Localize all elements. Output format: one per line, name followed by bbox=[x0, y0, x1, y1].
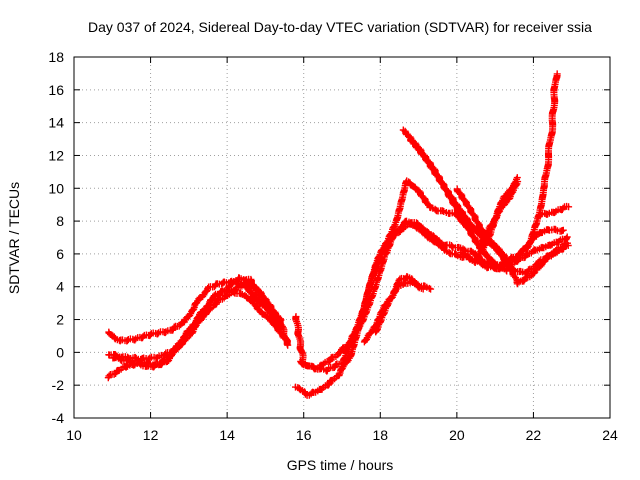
x-tick-label: 20 bbox=[449, 427, 465, 443]
x-tick-labels: 10 12 14 16 18 20 22 24 bbox=[66, 427, 618, 443]
x-tick-label: 22 bbox=[526, 427, 542, 443]
y-tick-label: 10 bbox=[48, 180, 64, 196]
plus-markers bbox=[536, 202, 573, 219]
axis-ticks bbox=[73, 56, 611, 419]
series-arc15 bbox=[496, 70, 561, 271]
y-tick-label: 4 bbox=[56, 279, 64, 295]
series-arc16 bbox=[536, 202, 573, 219]
y-tick-label: -2 bbox=[52, 377, 65, 393]
x-tick-label: 10 bbox=[66, 427, 82, 443]
series-arc7 bbox=[297, 220, 571, 375]
y-tick-label: 6 bbox=[56, 246, 64, 262]
plus-markers bbox=[476, 178, 522, 251]
y-tick-label: 16 bbox=[48, 82, 64, 98]
x-tick-label: 12 bbox=[143, 427, 159, 443]
plus-markers bbox=[297, 220, 571, 375]
x-tick-label: 16 bbox=[296, 427, 312, 443]
plus-markers bbox=[109, 274, 284, 371]
plus-markers bbox=[360, 277, 427, 346]
x-axis-title: GPS time / hours bbox=[287, 457, 394, 473]
plot-frame bbox=[73, 56, 611, 419]
y-tick-label: 14 bbox=[48, 115, 64, 131]
series-arc9 bbox=[360, 277, 427, 346]
series-arc14 bbox=[476, 178, 522, 251]
y-tick-label: 2 bbox=[56, 312, 64, 328]
x-tick-label: 18 bbox=[372, 427, 388, 443]
y-tick-label: 18 bbox=[48, 49, 64, 65]
y-tick-label: 8 bbox=[56, 213, 64, 229]
y-axis-title: SDTVAR / TECUs bbox=[6, 182, 22, 294]
y-tick-label: -4 bbox=[52, 410, 65, 426]
chart-title: Day 037 of 2024, Sidereal Day-to-day VTE… bbox=[88, 19, 592, 35]
series-arc4 bbox=[109, 274, 284, 371]
x-tick-label: 24 bbox=[602, 427, 618, 443]
x-tick-label: 14 bbox=[219, 427, 235, 443]
plus-markers bbox=[496, 70, 561, 271]
data-marks bbox=[104, 70, 573, 399]
y-tick-label: 12 bbox=[48, 147, 64, 163]
y-tick-labels: -4 -2 0 2 4 6 8 10 12 14 16 18 bbox=[48, 49, 64, 426]
y-tick-label: 0 bbox=[56, 344, 64, 360]
